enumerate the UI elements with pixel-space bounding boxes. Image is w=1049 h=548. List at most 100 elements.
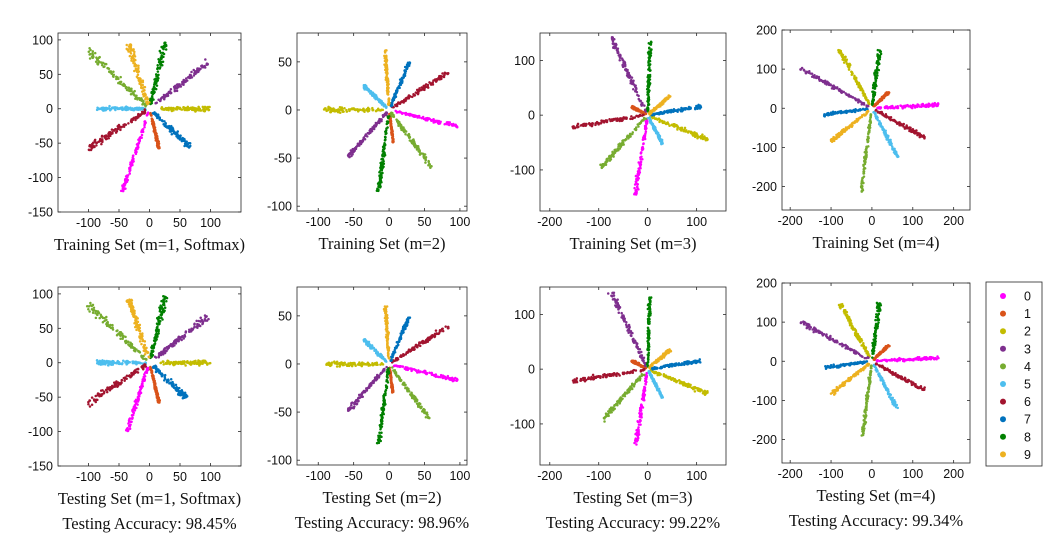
data-point [154, 80, 158, 84]
data-point [427, 164, 430, 167]
data-point [628, 133, 632, 137]
data-point [403, 70, 407, 73]
data-point [877, 106, 880, 109]
data-point [914, 129, 917, 133]
data-point [657, 117, 661, 120]
data-point [619, 53, 622, 57]
data-point [100, 134, 104, 138]
data-point [390, 129, 394, 132]
data-point [146, 102, 150, 106]
class-6-cluster [87, 108, 147, 152]
y-tick-label: 200 [756, 24, 777, 38]
data-point [629, 79, 632, 83]
data-point [201, 360, 204, 363]
data-point [131, 410, 135, 414]
data-point [168, 362, 172, 366]
data-point [134, 63, 138, 67]
data-point [584, 123, 588, 126]
data-point [338, 105, 342, 109]
x-tick-label: -100 [306, 215, 331, 229]
data-point [624, 116, 628, 119]
data-point [651, 116, 654, 120]
data-point [155, 138, 158, 142]
data-point [367, 89, 371, 92]
data-point [329, 107, 332, 111]
data-point [933, 104, 936, 107]
data-point [900, 123, 903, 126]
data-point [154, 133, 157, 137]
data-point [823, 115, 826, 118]
y-tick-label: 0 [46, 102, 53, 116]
data-point [129, 92, 133, 96]
data-point [876, 110, 879, 113]
class-0-cluster [633, 117, 649, 196]
data-point [422, 156, 426, 159]
data-point [169, 92, 172, 95]
data-point [644, 130, 648, 133]
data-point [885, 138, 889, 141]
data-point [863, 159, 867, 162]
data-point [383, 138, 387, 142]
data-point [154, 101, 157, 105]
data-point [859, 108, 863, 112]
data-point [831, 86, 835, 90]
data-point [145, 114, 149, 117]
data-point [156, 141, 160, 145]
data-point [174, 107, 178, 111]
data-point [674, 124, 677, 128]
data-point [451, 124, 454, 127]
class-3-cluster [154, 58, 209, 105]
data-point [161, 119, 164, 123]
data-point [139, 81, 143, 84]
data-point [830, 140, 834, 143]
data-point [878, 57, 882, 61]
data-point [829, 83, 832, 87]
y-tick-label: -50 [35, 137, 53, 151]
data-point [855, 98, 859, 102]
data-point [645, 123, 648, 126]
data-point [132, 52, 136, 56]
data-point [879, 52, 883, 56]
data-point [703, 136, 707, 139]
data-point [140, 86, 143, 90]
data-point [644, 132, 647, 135]
class-3-cluster [153, 314, 210, 359]
data-point [847, 68, 851, 71]
data-point [634, 84, 637, 87]
data-point [632, 87, 635, 91]
data-point [701, 136, 704, 140]
data-point [359, 142, 363, 146]
data-point [376, 189, 380, 192]
data-point [685, 129, 688, 132]
data-point [96, 106, 99, 109]
data-point [135, 70, 139, 73]
data-point [407, 94, 411, 97]
data-point [110, 106, 114, 110]
data-point [346, 154, 350, 157]
data-point [847, 63, 850, 67]
data-point [669, 110, 673, 114]
data-point [381, 148, 385, 151]
data-point [861, 176, 864, 180]
data-point [380, 176, 383, 179]
class-8-cluster [148, 41, 168, 106]
class-2-cluster [837, 48, 871, 106]
data-point [864, 151, 867, 154]
data-point [417, 114, 420, 118]
data-point [417, 147, 420, 150]
data-point [387, 100, 390, 104]
data-point [662, 98, 666, 102]
data-point [142, 89, 145, 93]
data-point [657, 111, 661, 115]
data-point [146, 111, 150, 114]
data-point [701, 133, 704, 136]
data-point [841, 130, 844, 134]
data-point [206, 363, 209, 366]
data-point [131, 161, 134, 164]
data-point [173, 89, 177, 93]
data-point [837, 88, 841, 91]
data-point [868, 118, 872, 122]
data-point [132, 49, 135, 52]
data-point [399, 80, 402, 84]
